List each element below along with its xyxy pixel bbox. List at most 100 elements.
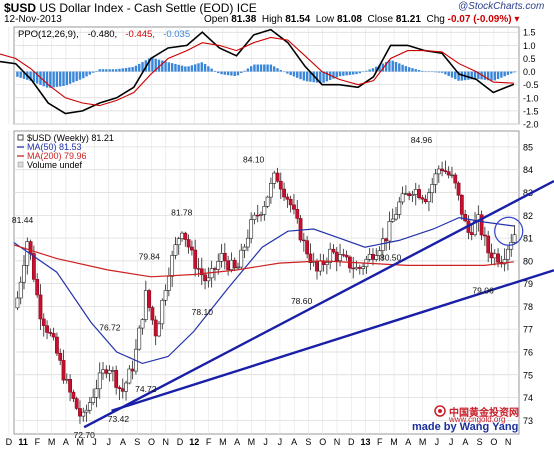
x-month-label: A (405, 437, 411, 447)
candle-up (94, 388, 99, 398)
x-month-label: J (278, 437, 283, 447)
ppo-signal-line (0, 36, 514, 107)
candle-up (265, 196, 270, 207)
candle-up (387, 221, 392, 242)
candle-up (173, 244, 178, 256)
price-annotation: 73.42 (108, 414, 130, 424)
candle-up (338, 254, 342, 261)
ppo-histogram-bar (68, 71, 72, 84)
price-annotation: 78.10 (192, 307, 214, 317)
candle-down (55, 336, 59, 354)
ppo-histogram-bar (381, 63, 385, 72)
ppo-histogram-bar (230, 71, 233, 76)
price-ytick-label: 84 (523, 165, 533, 175)
candle-down (371, 253, 375, 260)
ppo-histogram-bar (348, 71, 352, 75)
ohlc-readout: Open 81.38 High 81.54 Low 81.08 Close 81… (204, 14, 520, 25)
price-legend-entry: MA(50) 81.53 (27, 142, 82, 152)
candle-up (354, 267, 359, 270)
ppo-histogram-bar (335, 71, 338, 78)
ppo-histogram-bar (203, 64, 207, 72)
ppo-histogram-bar (49, 71, 52, 88)
price-annotation: 74.72 (135, 384, 157, 394)
ppo-histogram-bar (342, 71, 345, 76)
candle-up (242, 246, 247, 251)
candle-up (403, 193, 408, 195)
candle-down (45, 325, 49, 333)
ppo-histogram-bar (42, 71, 45, 87)
price-legend-entry: Volume undef (27, 160, 83, 170)
candle-down (183, 232, 188, 240)
ppo-histogram-bar (345, 71, 348, 76)
candle-up (502, 259, 507, 265)
price-ytick-label: 85 (523, 142, 533, 152)
ppo-histogram-bar (496, 71, 500, 80)
x-month-label: J (449, 437, 454, 447)
candle-down (114, 370, 119, 388)
ppo-histogram-bar (483, 71, 487, 80)
candle-up (166, 276, 171, 291)
candle-down (331, 248, 336, 253)
ppo-histogram-bar (213, 70, 217, 72)
candle-up (110, 370, 115, 372)
x-month-label: M (248, 437, 256, 447)
ppo-histogram-bar (226, 71, 230, 76)
ppo-histogram-bar (147, 58, 151, 72)
ppo-histogram-bar (427, 71, 431, 73)
ppo-histogram-bar (65, 71, 69, 86)
candle-down (453, 174, 458, 184)
ppo-histogram-bar (493, 71, 496, 81)
ppo-histogram-bar (375, 66, 378, 72)
ppo-histogram-bar (292, 71, 296, 77)
x-month-label: J (435, 437, 440, 447)
ppo-histogram-bar (233, 71, 236, 77)
ppo-histogram-bar (101, 69, 105, 72)
price-ytick-label: 81 (523, 234, 533, 244)
candle-up (245, 237, 250, 248)
ppo-histogram-bar (388, 60, 391, 72)
candle-down (496, 253, 500, 263)
ppo-histogram-bar (124, 67, 128, 72)
candle-down (384, 238, 389, 242)
chart-date: 12-Nov-2013 (4, 14, 62, 25)
x-month-label: M (219, 437, 227, 447)
ppo-histogram-bar (259, 64, 263, 72)
ppo-histogram-bar (378, 65, 381, 72)
candle-down (298, 218, 303, 241)
ppo-histogram-bar (85, 71, 88, 77)
ppo-histogram-bar (460, 71, 464, 81)
candle-up (107, 370, 112, 374)
ppo-ytick-label: 0.5 (523, 54, 536, 64)
candle-up (450, 174, 454, 177)
ppo-histogram-bar (273, 66, 276, 72)
x-month-label: M (48, 437, 56, 447)
ppo-ytick-label: 1.0 (523, 41, 536, 51)
ppo-histogram-bar (490, 71, 493, 81)
ppo-histogram-bar (22, 71, 26, 79)
candle-up (262, 206, 267, 215)
candle-down (341, 254, 346, 256)
ppo-histogram-bar (470, 71, 473, 80)
candle-down (31, 253, 36, 280)
candle-down (275, 172, 280, 182)
ppo-histogram-bar (404, 66, 408, 72)
candle-up (492, 253, 497, 259)
ppo-histogram-bar (325, 71, 329, 82)
candle-up (324, 262, 329, 265)
x-month-label: J (106, 437, 111, 447)
price-annotation: 84.10 (243, 154, 265, 164)
ppo-histogram-bar (141, 62, 144, 72)
ppo-histogram-bar (111, 69, 115, 72)
candle-up (84, 409, 89, 413)
candle-down (78, 408, 82, 417)
x-month-label: D (348, 437, 355, 447)
candle-down (282, 188, 286, 198)
ppo-histogram-bar (240, 71, 243, 74)
candle-up (206, 277, 211, 282)
candle-up (101, 369, 105, 374)
candle-up (259, 214, 263, 216)
ppo-histogram-bar (82, 71, 85, 79)
stockcharts-watermark: @StockCharts.com (458, 1, 545, 12)
ppo-histogram-bar (164, 61, 167, 72)
ppo-histogram-bar (437, 71, 441, 73)
